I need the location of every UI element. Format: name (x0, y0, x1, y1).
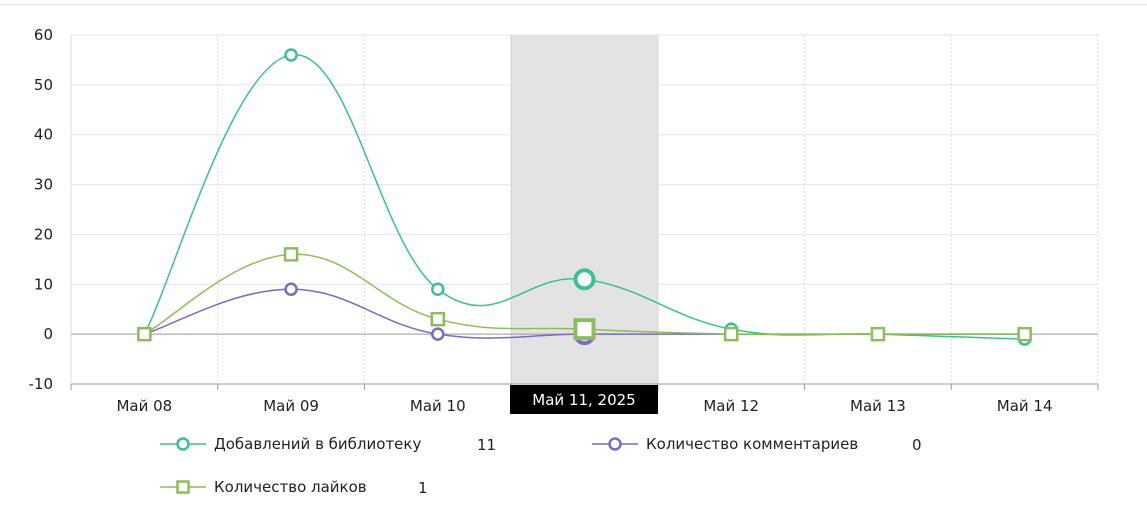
y-tick-label: 10 (34, 275, 53, 293)
data-point (431, 327, 445, 341)
y-tick-label: 50 (34, 76, 53, 94)
data-point (283, 247, 299, 262)
y-tick-label: 0 (43, 325, 53, 343)
legend-circle-marker-icon (592, 437, 638, 451)
x-tick-label: Май 12 (703, 397, 759, 415)
legend-item-library[interactable]: Добавлений в библиотеку (160, 433, 421, 455)
data-point (284, 48, 298, 62)
legend-item-comments[interactable]: Количество комментариев (592, 433, 858, 455)
x-tick-label: Май 13 (850, 397, 906, 415)
legend-value-library: 11 (477, 436, 497, 454)
data-point (284, 282, 298, 297)
legend-value-likes: 1 (418, 479, 428, 497)
y-tick-label: 60 (34, 26, 53, 44)
legend-label-likes: Количество лайков (214, 478, 367, 496)
x-tick-label: Май 09 (263, 397, 319, 415)
data-point (1017, 326, 1032, 342)
legend-label-comments: Количество комментариев (646, 435, 859, 453)
data-point (431, 282, 445, 297)
y-tick-label: 20 (34, 225, 53, 243)
x-axis-hover-tooltip: Май 11, 2025 (510, 385, 658, 414)
y-tick-label: 40 (34, 126, 53, 144)
data-point (573, 318, 596, 341)
x-tick-label: Май 14 (997, 397, 1053, 415)
legend-item-likes[interactable]: Количество лайков (160, 476, 367, 498)
data-point (723, 326, 739, 342)
data-point (137, 326, 152, 342)
x-tick-label: Май 10 (410, 397, 466, 415)
legend-label-library: Добавлений в библиотеку (214, 435, 422, 453)
data-point (573, 268, 596, 291)
line-chart: -10 0 10 20 30 40 50 60 Май 08 Май 09 Май 10 Май 12… (29, 26, 1099, 415)
y-tick-label: -10 (29, 375, 54, 393)
y-tick-label: 30 (34, 176, 53, 194)
legend-circle-marker-icon (160, 437, 206, 451)
data-point (870, 326, 886, 342)
x-tick-label: Май 08 (116, 397, 172, 415)
top-divider (0, 0, 1147, 5)
data-point (430, 311, 446, 327)
legend-value-comments: 0 (912, 436, 922, 454)
legend-square-marker-icon (160, 480, 206, 494)
